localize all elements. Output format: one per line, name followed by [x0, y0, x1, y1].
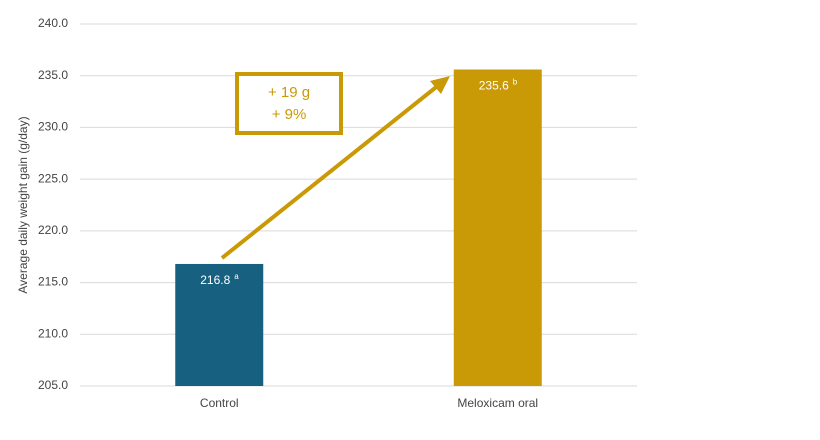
bars: Control 216.8 a Meloxicam oral 235.6 b — [175, 69, 542, 410]
x-tick-label: Control — [200, 396, 239, 410]
value-label: 216.8 — [200, 273, 230, 287]
arrow-head — [430, 76, 450, 94]
bar — [453, 69, 542, 386]
annotation: + 19 g + 9% — [220, 72, 450, 260]
y-tick-label: 240.0 — [38, 16, 68, 30]
y-axis-label: Average daily weight gain (g/day) — [16, 116, 30, 293]
y-tick-label: 210.0 — [38, 326, 68, 340]
y-tick-label: 230.0 — [38, 120, 68, 134]
y-tick-label: 225.0 — [38, 171, 68, 185]
annotation-box — [235, 72, 343, 135]
y-tick-label: 235.0 — [38, 68, 68, 82]
value-superscript: b — [513, 78, 518, 87]
bar — [175, 263, 264, 386]
annotation-text: + 9% — [272, 106, 307, 123]
annotation-text: + 19 g — [268, 84, 310, 101]
y-tick-label: 205.0 — [38, 378, 68, 392]
x-tick-label: Meloxicam oral — [457, 396, 538, 410]
arrow-shaft — [220, 82, 442, 260]
value-label: 235.6 — [479, 79, 509, 93]
value-superscript: a — [234, 272, 239, 281]
y-tick-label: 220.0 — [38, 223, 68, 237]
y-tick-label: 215.0 — [38, 275, 68, 289]
